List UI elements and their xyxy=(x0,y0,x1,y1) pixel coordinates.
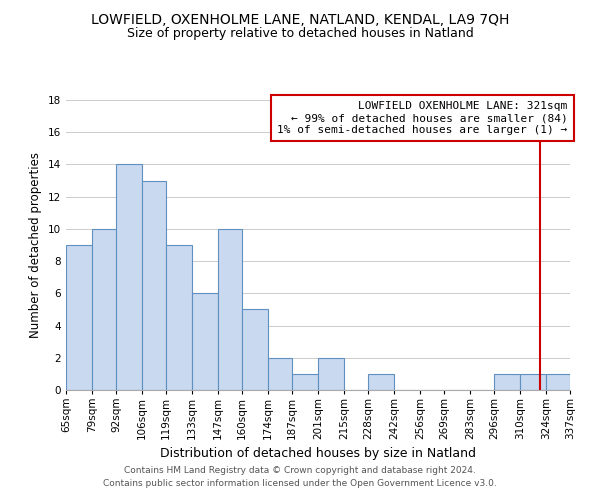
Bar xyxy=(368,374,394,390)
Bar xyxy=(142,180,166,390)
Bar xyxy=(546,374,570,390)
Bar xyxy=(66,245,92,390)
Bar xyxy=(242,310,268,390)
Text: LOWFIELD, OXENHOLME LANE, NATLAND, KENDAL, LA9 7QH: LOWFIELD, OXENHOLME LANE, NATLAND, KENDA… xyxy=(91,12,509,26)
Bar xyxy=(116,164,142,390)
Bar xyxy=(494,374,520,390)
Text: Size of property relative to detached houses in Natland: Size of property relative to detached ho… xyxy=(127,28,473,40)
Text: LOWFIELD OXENHOLME LANE: 321sqm
← 99% of detached houses are smaller (84)
1% of : LOWFIELD OXENHOLME LANE: 321sqm ← 99% of… xyxy=(277,102,568,134)
Bar xyxy=(292,374,318,390)
Bar xyxy=(218,229,242,390)
Text: Contains HM Land Registry data © Crown copyright and database right 2024.
Contai: Contains HM Land Registry data © Crown c… xyxy=(103,466,497,487)
Bar xyxy=(520,374,546,390)
Y-axis label: Number of detached properties: Number of detached properties xyxy=(29,152,43,338)
X-axis label: Distribution of detached houses by size in Natland: Distribution of detached houses by size … xyxy=(160,448,476,460)
Bar xyxy=(166,245,192,390)
Bar xyxy=(268,358,292,390)
Bar xyxy=(192,294,218,390)
Bar xyxy=(318,358,344,390)
Bar xyxy=(92,229,116,390)
